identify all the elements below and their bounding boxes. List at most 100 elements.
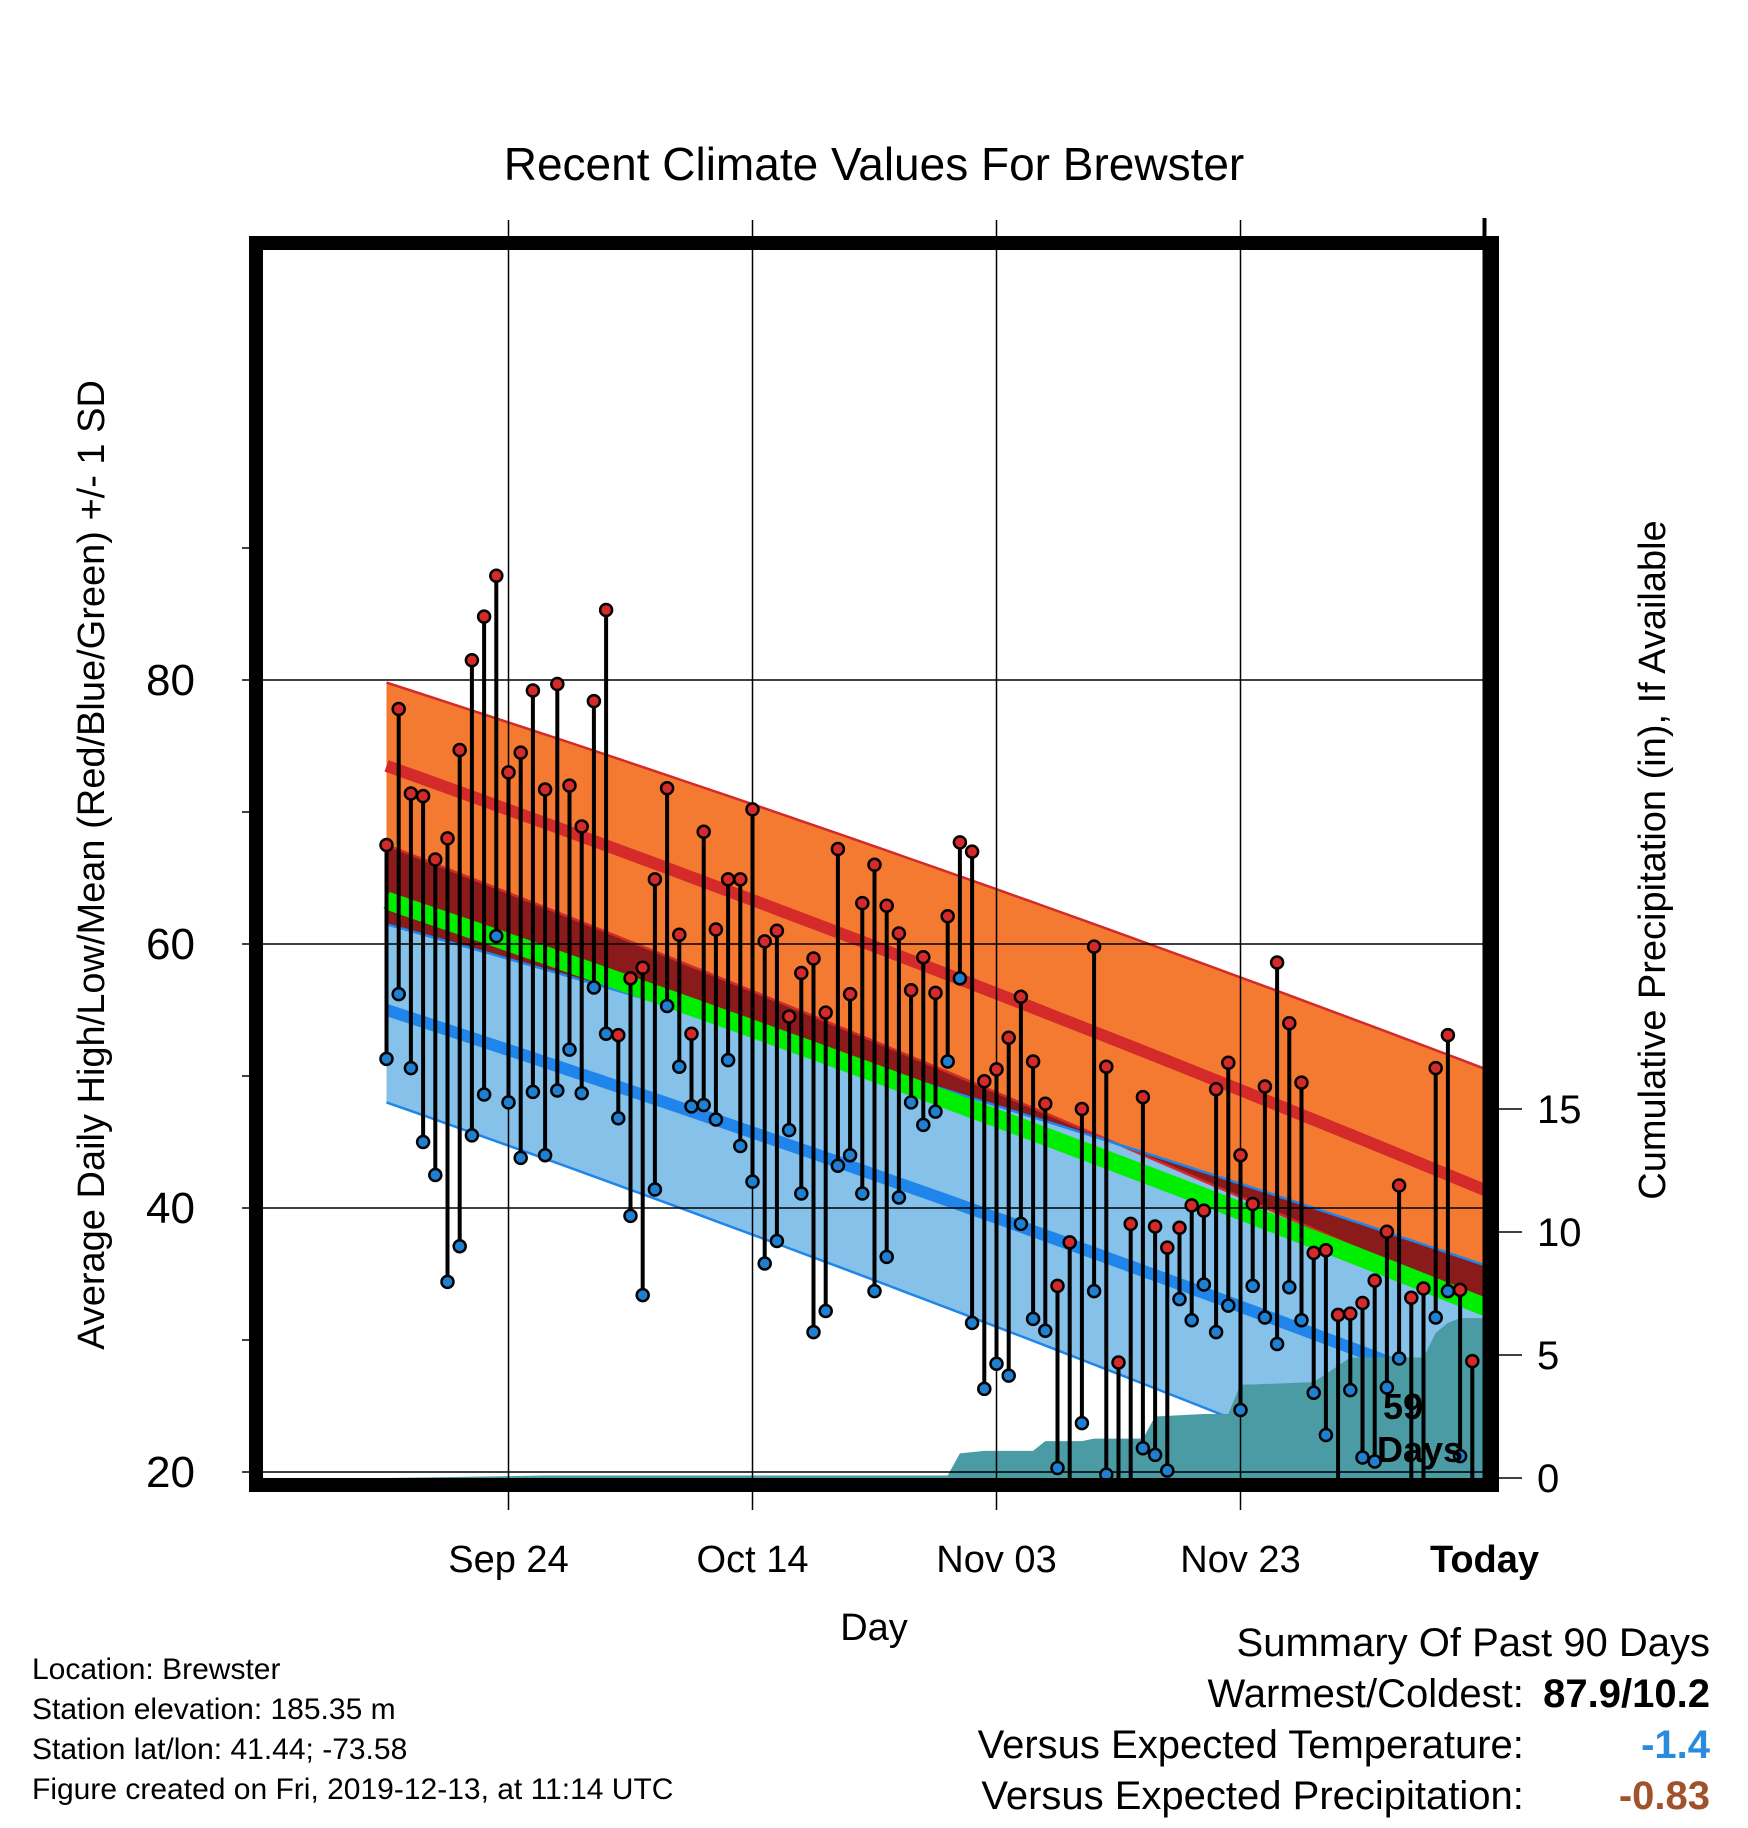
high-point [855, 895, 870, 911]
low-point [830, 1158, 846, 1174]
plot-border [249, 236, 1499, 1492]
low-point [1418, 1595, 1430, 1607]
low-point [476, 1087, 492, 1102]
low-point [1367, 1454, 1382, 1469]
y-tick-label: 60 [146, 920, 195, 969]
low-point [391, 986, 406, 1002]
low-point [1428, 1310, 1443, 1325]
low-point [428, 1167, 443, 1183]
low-point [659, 998, 675, 1014]
high-point [1257, 1079, 1273, 1094]
low-point [928, 1104, 943, 1119]
summary-row-warmest: Warmest/Coldest: 87.9/10.2 [978, 1669, 1711, 1720]
high-point [428, 852, 443, 867]
high-point [830, 841, 846, 857]
high-point [1330, 1307, 1346, 1323]
low-point [794, 1186, 809, 1201]
high-point [757, 934, 772, 949]
today-days-label-2: Days [1377, 1429, 1463, 1470]
low-point [842, 1147, 858, 1163]
low-point [1440, 1283, 1456, 1299]
high-point [708, 922, 724, 937]
high-point [952, 835, 968, 850]
high-point [1099, 1059, 1114, 1075]
low-point [855, 1186, 870, 1201]
low-point [513, 1150, 528, 1166]
x-tick-label: Nov 03 [936, 1539, 1056, 1581]
high-point [745, 802, 760, 817]
high-point [879, 898, 894, 913]
high-point [1184, 1198, 1199, 1213]
created-text: Figure created on Fri, 2019-12-13, at 11… [32, 1773, 674, 1806]
elevation-text: Station elevation: 185.35 m [32, 1693, 396, 1726]
low-point [745, 1174, 760, 1189]
high-point [1306, 1245, 1321, 1261]
low-point [867, 1283, 882, 1299]
low-point [964, 1315, 980, 1331]
high-point [1379, 1224, 1395, 1240]
summary-title: Summary Of Past 90 Days [1236, 1621, 1710, 1665]
high-point [696, 824, 711, 840]
high-point [842, 986, 858, 1002]
high-point [806, 951, 821, 966]
low-point [781, 1122, 797, 1138]
high-point [562, 778, 577, 793]
high-point [513, 745, 528, 760]
high-point [489, 568, 504, 583]
latlon-text: Station lat/lon: 41.44; -73.58 [32, 1733, 408, 1766]
low-point [1013, 1216, 1029, 1232]
low-point [1221, 1298, 1236, 1313]
high-point [379, 837, 394, 853]
low-point [989, 1356, 1004, 1372]
high-point [1025, 1054, 1041, 1069]
high-point [867, 857, 882, 873]
low-point [489, 928, 504, 944]
high-point [550, 676, 565, 692]
high-point [1001, 1030, 1016, 1045]
high-point [1416, 1281, 1431, 1296]
high-point [1282, 1015, 1297, 1031]
high-point [623, 971, 638, 986]
high-point [818, 1005, 833, 1020]
x-axis-label: Day [840, 1607, 908, 1649]
low-point [1245, 1278, 1260, 1294]
precipitation-area [386, 1318, 1485, 1478]
low-point [1379, 1380, 1395, 1395]
high-point [1355, 1295, 1370, 1311]
low-point [574, 1085, 589, 1101]
summary-label: Versus Expected Temperature: [977, 1723, 1524, 1767]
high-point [1221, 1055, 1236, 1071]
low-point [1391, 1351, 1407, 1366]
high-point [1294, 1075, 1309, 1090]
high-point [1172, 1220, 1187, 1236]
low-point [1306, 1385, 1321, 1401]
y-tick-label: 40 [146, 1184, 195, 1233]
high-point [635, 960, 650, 976]
x-tick-label: Nov 23 [1180, 1539, 1300, 1581]
high-point [647, 872, 663, 887]
low-point [1343, 1382, 1358, 1398]
high-point [464, 652, 480, 668]
precip-area [386, 1318, 1485, 1478]
low-point [1113, 1525, 1125, 1537]
low-point [452, 1239, 467, 1254]
low-point [403, 1060, 419, 1076]
low-point [586, 980, 602, 995]
high-point [720, 872, 736, 887]
plot-frame [249, 218, 1499, 1492]
y2-tick-label: 0 [1537, 1457, 1559, 1501]
y-tick-label: 80 [146, 656, 195, 705]
low-point [379, 1051, 394, 1067]
high-point [501, 765, 516, 780]
low-point [1025, 1311, 1041, 1327]
low-point [1038, 1323, 1053, 1339]
high-point [733, 872, 748, 887]
high-point [415, 788, 431, 804]
x-tick-label: Today [1430, 1539, 1539, 1581]
high-point [684, 1026, 699, 1042]
today-days-label-1: 59 [1383, 1386, 1423, 1427]
high-point [1086, 939, 1102, 954]
high-point [1318, 1242, 1334, 1258]
high-point [1428, 1060, 1443, 1076]
low-point [635, 1287, 650, 1303]
